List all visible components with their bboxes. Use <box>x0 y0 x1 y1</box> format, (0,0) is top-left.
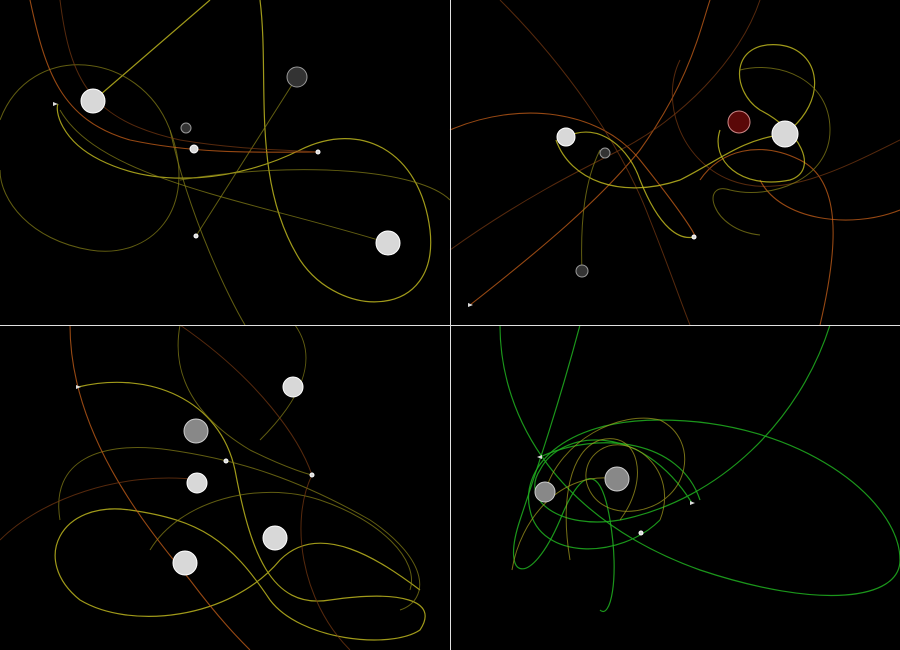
body <box>771 120 799 148</box>
orbit <box>59 109 389 244</box>
orbit <box>712 67 831 236</box>
orbit <box>555 133 786 189</box>
body <box>691 234 697 240</box>
body <box>309 472 315 478</box>
body <box>727 110 751 134</box>
orbit <box>169 129 246 326</box>
orbit <box>449 112 696 238</box>
orbit <box>177 324 313 476</box>
body <box>599 147 611 159</box>
panel-top-right <box>449 0 900 326</box>
body <box>375 230 401 256</box>
orbit <box>512 324 615 613</box>
orbit <box>259 324 307 441</box>
orbit <box>149 491 412 591</box>
body <box>282 376 304 398</box>
panel-bottom-right <box>499 324 900 613</box>
body <box>286 66 308 88</box>
body <box>80 88 106 114</box>
orbit <box>499 0 691 326</box>
body <box>193 233 199 239</box>
orbit <box>699 149 834 326</box>
orbit <box>759 179 900 221</box>
orbit <box>565 131 695 239</box>
orbit <box>0 64 180 252</box>
panel-top-left <box>0 0 451 326</box>
orbit <box>195 76 298 237</box>
orbit <box>56 0 432 303</box>
orbit <box>179 169 451 201</box>
orbit <box>671 59 900 187</box>
orbit <box>539 442 701 501</box>
orbit <box>499 324 900 597</box>
ship <box>53 102 58 106</box>
orbit <box>565 438 638 561</box>
orbit <box>544 417 686 521</box>
body <box>186 472 208 494</box>
body <box>638 530 644 536</box>
body <box>556 127 576 147</box>
orbit <box>0 477 201 541</box>
orbit <box>69 324 251 650</box>
body <box>172 550 198 576</box>
orbit <box>29 0 319 153</box>
orbit <box>92 0 211 102</box>
body <box>575 264 589 278</box>
ship <box>690 501 695 505</box>
orbit <box>59 0 319 153</box>
body <box>183 418 209 444</box>
ship <box>537 455 542 459</box>
ship <box>76 385 81 389</box>
ship <box>468 303 473 307</box>
body <box>315 149 321 155</box>
orbit <box>449 0 761 251</box>
body <box>262 525 288 551</box>
panel-bottom-left <box>0 324 426 650</box>
orbit <box>58 447 421 611</box>
orbit <box>581 149 601 272</box>
body <box>223 458 229 464</box>
body <box>534 481 556 503</box>
body <box>604 466 630 492</box>
orbit <box>717 44 816 183</box>
orbit <box>54 381 426 641</box>
body <box>189 144 199 154</box>
body <box>180 122 192 134</box>
